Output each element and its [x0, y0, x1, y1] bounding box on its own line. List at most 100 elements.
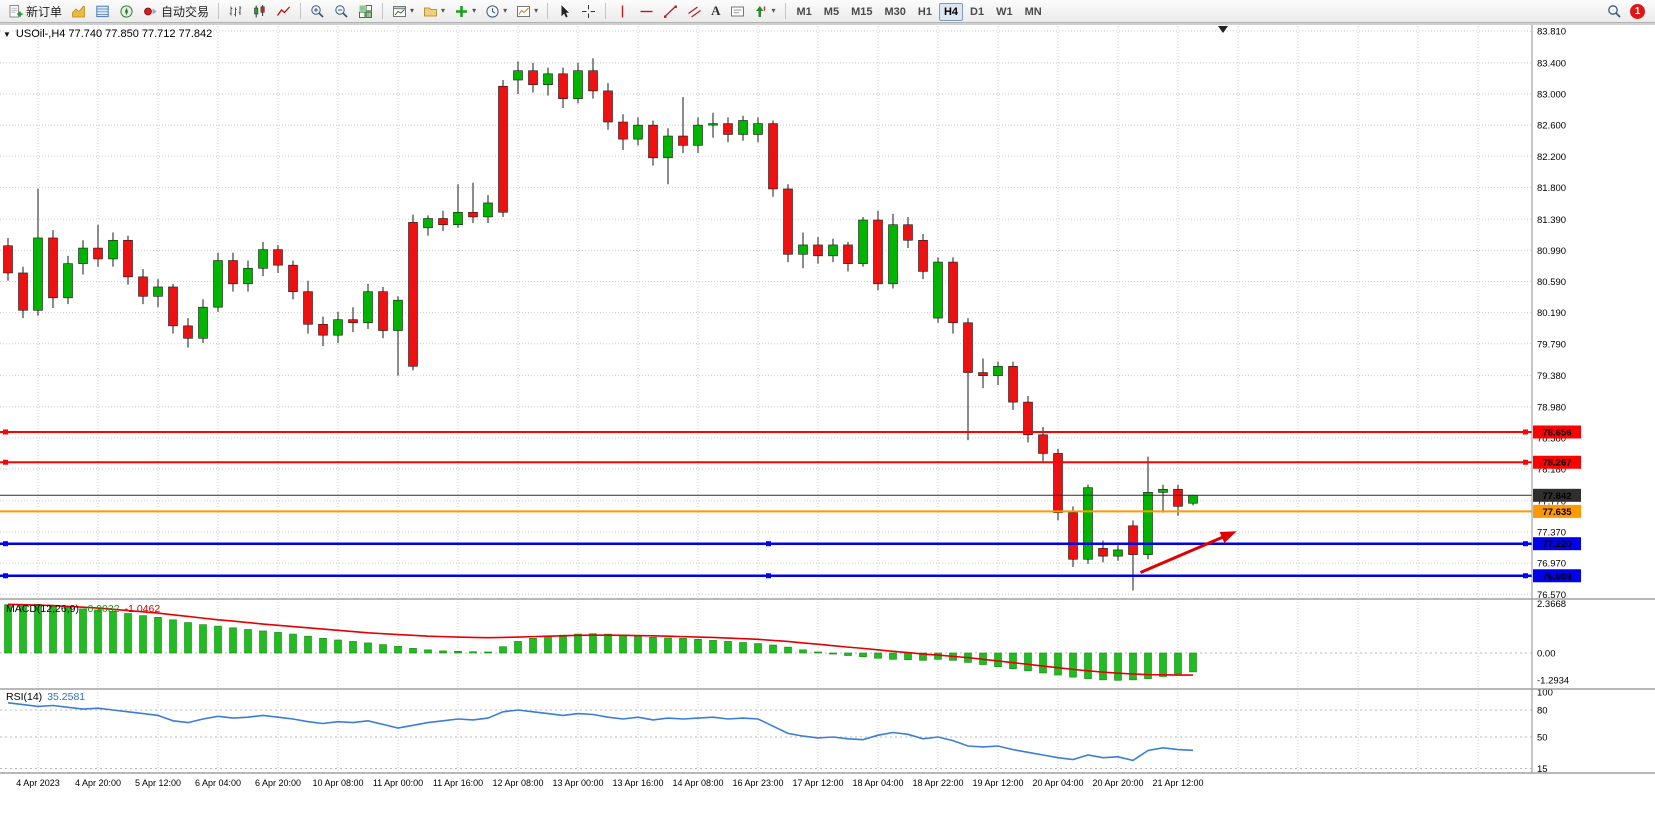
- price-tag: [1533, 425, 1581, 439]
- search-icon[interactable]: [1607, 4, 1622, 19]
- tile-windows-button[interactable]: [354, 2, 377, 21]
- timeframe-button-h1[interactable]: H1: [913, 3, 937, 21]
- timeframe-button-m1[interactable]: M1: [792, 3, 817, 21]
- timeframe-button-m5[interactable]: M5: [819, 3, 844, 21]
- periods-button[interactable]: ▾: [481, 2, 511, 21]
- chart-background[interactable]: [0, 23, 1655, 827]
- horizontal-line-icon: [640, 10, 653, 12]
- chart-shift-marker[interactable]: [1218, 26, 1228, 33]
- svg-text:0.00: 0.00: [1537, 649, 1556, 660]
- hline-77.842[interactable]: 77.842: [0, 488, 1581, 502]
- svg-text:50: 50: [1537, 733, 1548, 744]
- zoom-out-icon: [335, 4, 348, 18]
- add-indicator-button[interactable]: ▾: [450, 2, 480, 21]
- toolbar-right-group: 1: [1607, 3, 1651, 19]
- macd-axis[interactable]: 2.3668 0.00 -1.2934: [1537, 599, 1569, 687]
- rsi-label: RSI(14) 35.2581: [6, 691, 85, 703]
- bar-chart-icon: [229, 5, 242, 16]
- auto-trading-button[interactable]: 自动交易: [139, 2, 213, 21]
- dropdown-arrow-icon: ▾: [503, 6, 508, 15]
- candlestick-button[interactable]: [248, 2, 271, 21]
- rsi-axis[interactable]: 100 80 50 15: [1537, 688, 1553, 776]
- svg-text:18 Apr 22:00: 18 Apr 22:00: [912, 778, 963, 788]
- text-label-button[interactable]: [726, 2, 749, 21]
- timeframe-button-mn[interactable]: MN: [1020, 3, 1047, 21]
- price-tag: [1533, 488, 1581, 502]
- dropdown-arrow-icon: ▾: [441, 6, 446, 15]
- toolbar-separator: [605, 3, 607, 19]
- svg-text:5 Apr 12:00: 5 Apr 12:00: [135, 778, 181, 788]
- price-tag: [1533, 504, 1581, 518]
- zoom-in-icon: [311, 4, 324, 18]
- arrows-button[interactable]: ▾: [750, 2, 780, 21]
- chart-canvas[interactable]: 83.810 83.400 83.000 82.600 82.200 81.800 81.3…: [0, 23, 1655, 827]
- crosshair-button[interactable]: [577, 2, 600, 21]
- svg-text:20 Apr 20:00: 20 Apr 20:00: [1092, 778, 1143, 788]
- svg-text:14 Apr 08:00: 14 Apr 08:00: [672, 778, 723, 788]
- templates-button[interactable]: ▾: [512, 2, 542, 21]
- new-order-button[interactable]: 新订单: [4, 2, 66, 21]
- svg-text:78.267: 78.267: [1542, 458, 1571, 469]
- cursor-button[interactable]: [553, 2, 576, 21]
- new-chart-icon: [393, 5, 407, 17]
- svg-text:77.635: 77.635: [1542, 507, 1572, 518]
- market-watch-button[interactable]: [67, 2, 90, 21]
- line-chart-button[interactable]: [272, 2, 295, 21]
- hline-77.635[interactable]: 77.635: [0, 504, 1581, 518]
- text-button[interactable]: A: [707, 2, 724, 21]
- svg-text:77.370: 77.370: [1537, 528, 1566, 539]
- toolbar-separator: [382, 3, 384, 19]
- toolbar-separator: [218, 3, 220, 19]
- timeframe-group: M1 M5 M15 M30 H1 H4 D1 W1 MN: [791, 2, 1048, 21]
- trendline-icon: [664, 5, 678, 18]
- chart-title: USOil-,H4 77.740 77.850 77.712 77.842: [15, 28, 213, 40]
- horizontal-line-button[interactable]: [635, 2, 658, 21]
- svg-text:79.790: 79.790: [1537, 339, 1566, 350]
- rsi-line: [7, 702, 1194, 762]
- crosshair-icon: [582, 4, 596, 18]
- svg-text:13 Apr 00:00: 13 Apr 00:00: [552, 778, 603, 788]
- chart-grid: [0, 26, 1532, 773]
- hline-78.267[interactable]: 78.267: [0, 455, 1581, 469]
- templates-icon: [517, 5, 531, 17]
- hline-77.220[interactable]: 77.220: [0, 537, 1581, 551]
- add-indicator-icon: [456, 5, 468, 17]
- svg-text:80.590: 80.590: [1537, 277, 1566, 288]
- svg-text:77.220: 77.220: [1542, 539, 1571, 550]
- timeframe-button-d1[interactable]: D1: [965, 3, 989, 21]
- one-click-trading-toggle[interactable]: ▼: [3, 29, 11, 39]
- hline-78.656[interactable]: 78.656: [0, 425, 1581, 439]
- notification-badge[interactable]: 1: [1630, 3, 1645, 19]
- rsi-name: RSI(14): [6, 691, 43, 703]
- svg-text:6 Apr 04:00: 6 Apr 04:00: [195, 778, 241, 788]
- profiles-button[interactable]: ▾: [419, 2, 449, 21]
- svg-text:80.990: 80.990: [1537, 246, 1566, 257]
- arrows-icon: [755, 5, 765, 17]
- text-tool-icon: A: [711, 3, 721, 18]
- price-axis[interactable]: 83.810 83.400 83.000 82.600 82.200 81.800 81.3…: [1537, 27, 1566, 601]
- vertical-line-button[interactable]: [611, 2, 634, 21]
- svg-text:80.190: 80.190: [1537, 308, 1566, 319]
- candlestick-icon: [254, 4, 265, 17]
- trendline-button[interactable]: [659, 2, 682, 21]
- candles: [3, 58, 1198, 591]
- equidistant-channel-button[interactable]: [683, 2, 706, 21]
- hline-76.808[interactable]: 76.808: [0, 569, 1581, 583]
- bar-chart-button[interactable]: [224, 2, 247, 21]
- timeframe-button-h4[interactable]: H4: [938, 2, 964, 21]
- main-toolbar: 新订单 自动交易: [0, 0, 1655, 23]
- new-chart-button[interactable]: ▾: [388, 2, 418, 21]
- zoom-out-button[interactable]: [330, 2, 353, 21]
- time-axis[interactable]: 4 Apr 2023 4 Apr 20:00 5 Apr 12:00 6 Apr 04…: [16, 778, 1203, 788]
- svg-text:78.180: 78.180: [1537, 465, 1566, 476]
- timeframe-button-w1[interactable]: W1: [991, 3, 1018, 21]
- timeframe-button-m15[interactable]: M15: [846, 3, 877, 21]
- zoom-in-button[interactable]: [306, 2, 329, 21]
- data-window-button[interactable]: [91, 2, 114, 21]
- line-chart-icon: [277, 6, 291, 16]
- trend-arrow-annotation[interactable]: [1139, 531, 1237, 574]
- navigator-button[interactable]: [115, 2, 138, 21]
- svg-text:78.580: 78.580: [1537, 433, 1566, 444]
- timeframe-button-m30[interactable]: M30: [879, 3, 910, 21]
